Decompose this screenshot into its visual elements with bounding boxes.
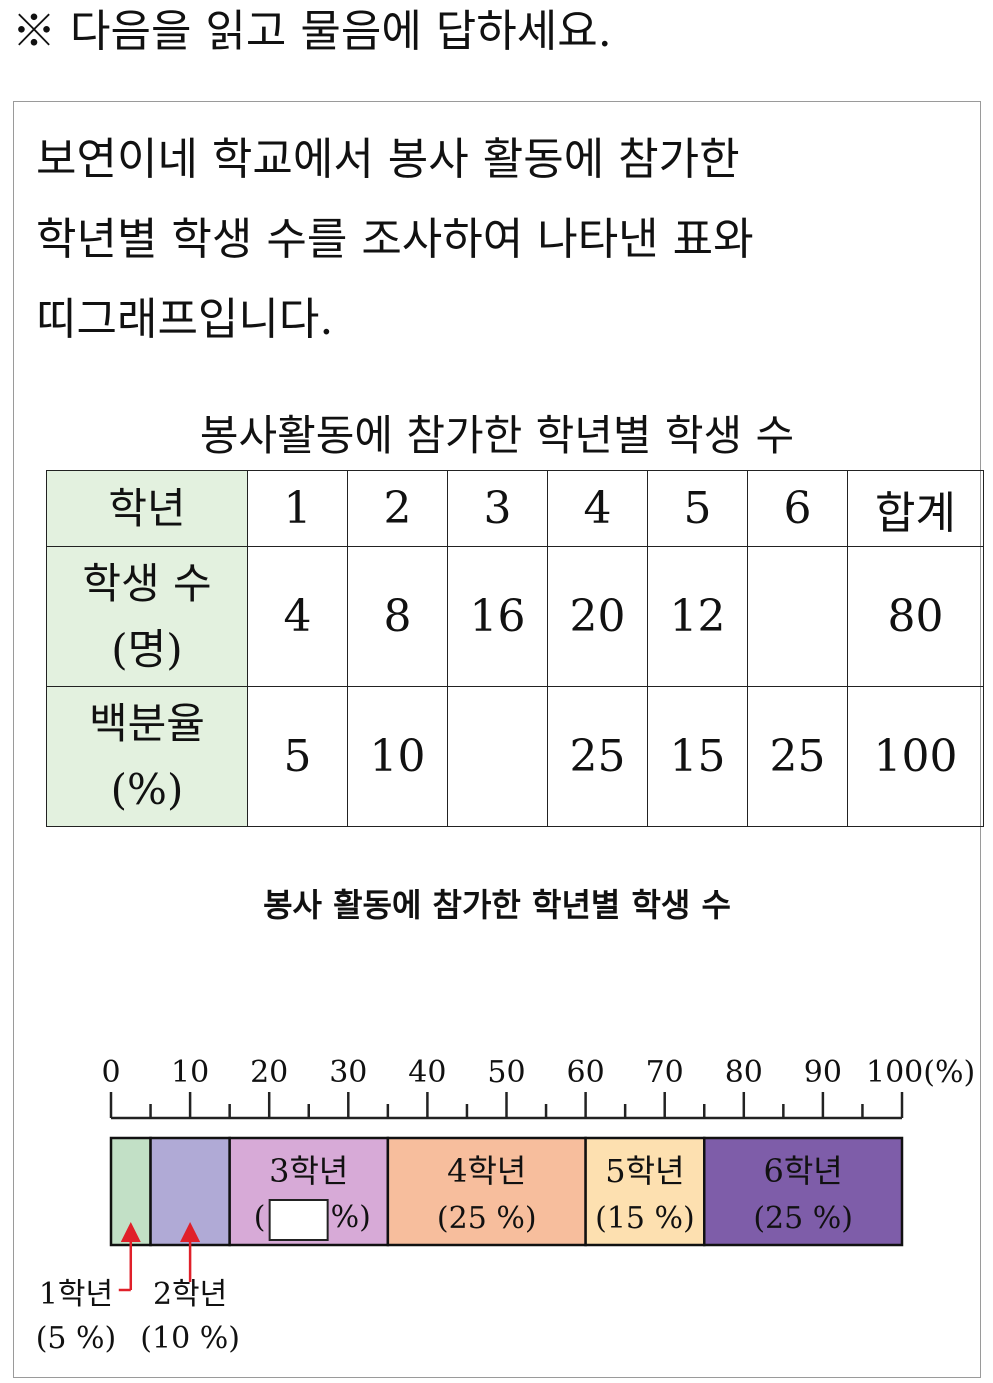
band-segment bbox=[386, 1136, 587, 1247]
band-segment bbox=[584, 1136, 706, 1247]
tick-label: 100(%) bbox=[866, 1055, 975, 1090]
tick-label: 60 bbox=[567, 1055, 605, 1090]
row-header-line: (명) bbox=[111, 624, 183, 674]
passage-line: 학년별 학생 수를 조사하여 나타낸 표와 bbox=[36, 214, 754, 265]
table-row: 학년 1 2 3 4 5 6 합계 bbox=[46, 470, 984, 547]
table-title: 봉사활동에 참가한 학년별 학생 수 bbox=[199, 411, 795, 460]
table-cell: 16 bbox=[447, 546, 548, 687]
table-cell: 8 bbox=[347, 546, 448, 687]
segment-label: 5학년 bbox=[605, 1152, 684, 1190]
table-cell: 6 bbox=[747, 470, 848, 547]
tick-label: 0 bbox=[101, 1055, 120, 1090]
table-cell: 80 bbox=[847, 546, 984, 687]
row-header-students: 학생 수 (명) bbox=[46, 546, 248, 687]
band-segment bbox=[149, 1136, 231, 1247]
table-cell: 12 bbox=[647, 546, 748, 687]
table-cell: 5 bbox=[647, 470, 748, 547]
tick-label: 90 bbox=[804, 1055, 842, 1090]
table-cell-empty bbox=[747, 546, 848, 687]
segment-percent: (25 %) bbox=[437, 1201, 537, 1236]
segment-label: 4학년 bbox=[447, 1152, 526, 1190]
instruction-text: ※ 다음을 읽고 물음에 답하세요. bbox=[12, 6, 612, 57]
table-cell: 15 bbox=[647, 686, 748, 827]
outside-percent: (5 %) bbox=[36, 1321, 117, 1356]
table-cell: 4 bbox=[547, 470, 648, 547]
row-header-line: 백분율 bbox=[89, 698, 205, 748]
row-header-grade: 학년 bbox=[46, 470, 248, 547]
outside-percent: (10 %) bbox=[140, 1321, 240, 1356]
passage-line: 보연이네 학교에서 봉사 활동에 참가한 bbox=[36, 134, 740, 185]
table-cell: 5 bbox=[247, 686, 348, 827]
table-cell: 1 bbox=[247, 470, 348, 547]
tick-label: 10 bbox=[171, 1055, 209, 1090]
segment-percent: (15 %) bbox=[595, 1201, 695, 1236]
table-cell-empty bbox=[447, 686, 548, 827]
segment-label: 3학년 bbox=[269, 1152, 348, 1190]
answer-blank-box bbox=[268, 1199, 329, 1241]
table-cell: 25 bbox=[747, 686, 848, 827]
tick-label: 40 bbox=[408, 1055, 446, 1090]
row-header-line: (%) bbox=[110, 764, 184, 814]
data-table: 학년 1 2 3 4 5 6 합계 학생 수 (명) 4 8 16 20 12 … bbox=[46, 470, 984, 827]
segment-label: 6학년 bbox=[764, 1152, 843, 1190]
table-row: 학생 수 (명) 4 8 16 20 12 80 bbox=[46, 546, 984, 687]
tick-label: 20 bbox=[250, 1055, 288, 1090]
tick-label: 80 bbox=[725, 1055, 763, 1090]
tick-label: 30 bbox=[329, 1055, 367, 1090]
table-cell: 합계 bbox=[847, 470, 984, 547]
table-cell: 3 bbox=[447, 470, 548, 547]
outside-label: 2학년 bbox=[153, 1277, 227, 1312]
table-cell: 10 bbox=[347, 686, 448, 827]
table-cell: 100 bbox=[847, 686, 984, 827]
table-cell: 4 bbox=[247, 546, 348, 687]
passage-line: 띠그래프입니다. bbox=[36, 294, 334, 345]
table-cell: 20 bbox=[547, 546, 648, 687]
table-cell: 2 bbox=[347, 470, 448, 547]
question-box: 보연이네 학교에서 봉사 활동에 참가한 학년별 학생 수를 조사하여 나타낸 … bbox=[13, 101, 984, 1378]
band-segment bbox=[703, 1136, 904, 1247]
graph-title: 봉사 활동에 참가한 학년별 학생 수 bbox=[263, 886, 731, 924]
tick-label: 50 bbox=[487, 1055, 525, 1090]
table-cell: 25 bbox=[547, 686, 648, 827]
segment-percent: (25 %) bbox=[753, 1201, 853, 1236]
row-header-percent: 백분율 (%) bbox=[46, 686, 248, 827]
outside-label: 1학년 bbox=[39, 1277, 113, 1312]
row-header-line: 학생 수 bbox=[82, 558, 212, 608]
band-segment bbox=[109, 1136, 152, 1247]
segment-percent: %) bbox=[331, 1200, 371, 1235]
tick-label: 70 bbox=[646, 1055, 684, 1090]
passage: 보연이네 학교에서 봉사 활동에 참가한 학년별 학생 수를 조사하여 나타낸 … bbox=[36, 120, 754, 360]
table-row: 백분율 (%) 5 10 25 15 25 100 bbox=[46, 686, 984, 827]
band-graph: 0 10 20 30 40 50 60 70 80 90 100(%) 1학년 (5 %) 2학년 (10… bbox=[36, 1055, 975, 1356]
segment-percent: ( bbox=[254, 1200, 266, 1235]
